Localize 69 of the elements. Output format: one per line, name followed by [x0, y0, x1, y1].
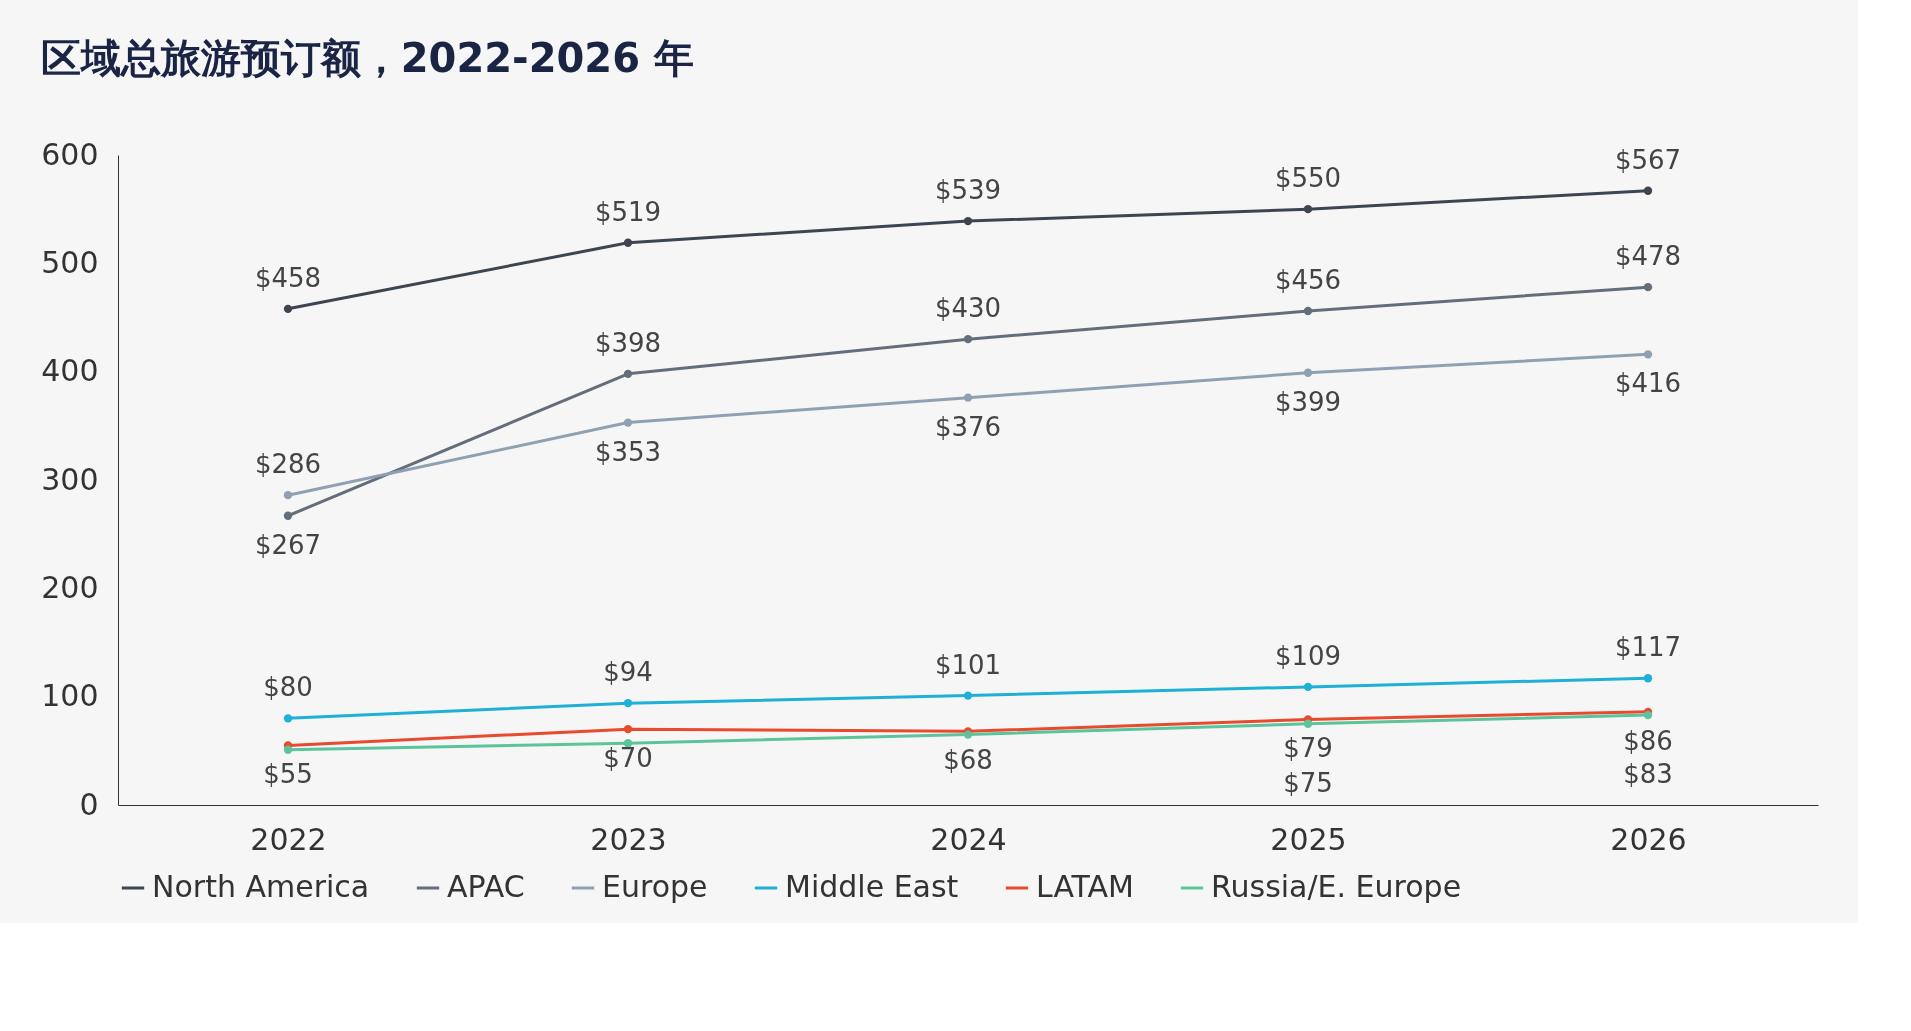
data-label: $101	[934, 649, 1002, 680]
data-label: $109	[1274, 640, 1342, 671]
point	[1303, 204, 1313, 214]
point	[1643, 186, 1653, 195]
data-label: $80	[263, 672, 313, 703]
data-label: $86	[1623, 725, 1673, 756]
point	[283, 745, 293, 754]
data-label: $83	[1623, 759, 1673, 790]
point	[1643, 282, 1653, 292]
legend-label: North America	[152, 869, 370, 904]
data-label: $430	[934, 293, 1002, 324]
y-tick-label: 600	[41, 136, 99, 172]
data-label: $286	[254, 449, 322, 480]
data-label: $79	[1283, 733, 1333, 764]
point	[623, 418, 633, 427]
x-tick-label: 2026	[1610, 821, 1687, 857]
data-label: $567	[1614, 144, 1682, 175]
data-label: $519	[594, 196, 662, 227]
y-tick-label: 100	[41, 678, 99, 714]
data-label: $539	[934, 175, 1002, 206]
data-label: $550	[1274, 163, 1342, 194]
y-tick-label: 200	[41, 569, 99, 605]
legend-label: APAC	[447, 869, 525, 904]
x-tick-label: 2024	[930, 821, 1007, 857]
chart-title: 区域总旅游预订额，2022-2026 年	[40, 35, 694, 81]
data-label: $75	[1283, 767, 1333, 798]
point	[1303, 682, 1313, 692]
point	[963, 216, 973, 226]
point	[283, 490, 293, 500]
point	[1303, 368, 1313, 377]
x-tick-label: 2025	[1270, 821, 1347, 857]
x-tick-label: 2022	[250, 821, 327, 857]
point	[283, 304, 293, 314]
legend-label: Russia/E. Europe	[1211, 869, 1462, 904]
data-label: $55	[263, 759, 313, 790]
point	[623, 238, 633, 247]
data-label: $416	[1614, 368, 1682, 399]
point	[623, 698, 633, 708]
data-label: $376	[934, 411, 1002, 442]
legend-label: Europe	[602, 869, 708, 904]
legend-label: LATAM	[1036, 869, 1134, 904]
y-tick-label: 400	[41, 353, 99, 389]
y-tick-label: 0	[79, 786, 99, 822]
point	[1303, 719, 1313, 728]
data-label: $398	[594, 327, 662, 358]
point	[963, 334, 973, 344]
point	[963, 691, 973, 700]
point	[283, 714, 293, 723]
point	[623, 724, 633, 734]
point	[283, 511, 293, 520]
point	[1643, 350, 1653, 359]
y-tick-label: 300	[41, 461, 99, 497]
legend-label: Middle East	[785, 869, 959, 904]
data-label: $399	[1274, 386, 1342, 417]
data-label: $353	[594, 436, 662, 467]
data-label: $478	[1614, 241, 1682, 272]
y-tick-label: 500	[41, 244, 99, 280]
data-label: $458	[254, 262, 322, 293]
data-label: $70	[603, 743, 653, 774]
x-tick-label: 2023	[590, 821, 667, 857]
point	[1643, 674, 1653, 683]
data-label: $267	[254, 529, 322, 560]
point	[1303, 306, 1313, 316]
point	[963, 393, 973, 402]
point	[623, 369, 633, 379]
data-label: $94	[603, 657, 653, 688]
data-label: $117	[1614, 632, 1682, 663]
data-label: $68	[943, 745, 993, 776]
data-label: $456	[1274, 265, 1342, 295]
